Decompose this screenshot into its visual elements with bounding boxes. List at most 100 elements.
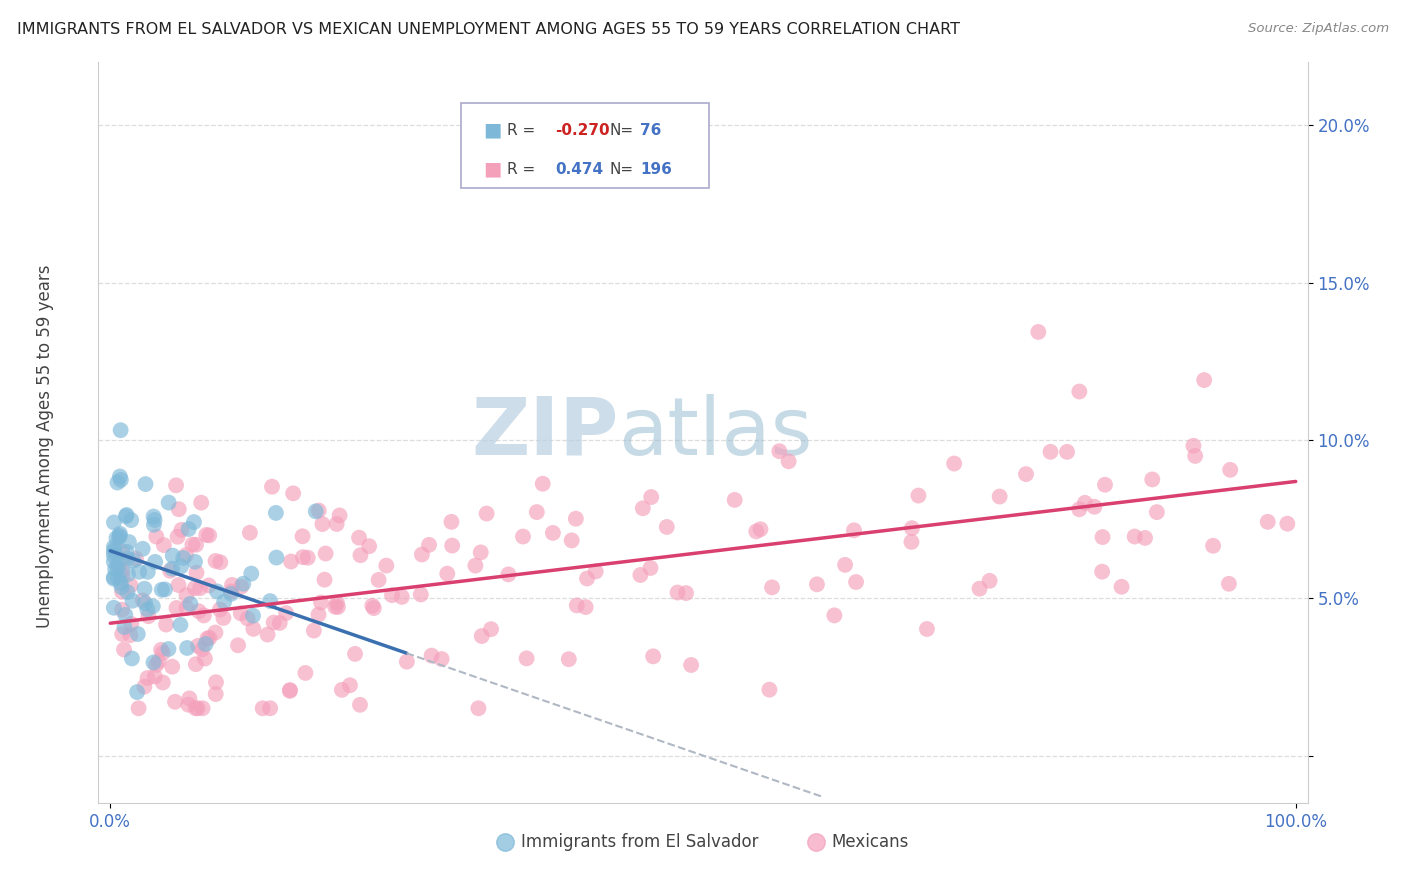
Point: [153, 582, 176, 597]
Point: [107, 556, 129, 570]
Point: [187, 604, 209, 618]
Point: [118, 535, 141, 549]
Point: [219, 587, 242, 601]
Point: [204, 687, 226, 701]
Point: [166, 601, 188, 615]
Point: [176, 588, 198, 602]
Point: [111, 564, 134, 578]
Point: [395, 655, 418, 669]
Point: [575, 600, 598, 615]
Point: [120, 578, 142, 592]
Point: [160, 659, 183, 673]
Text: ZIP: ZIP: [471, 393, 619, 472]
Point: [115, 509, 138, 524]
Point: [105, 531, 128, 545]
Point: [155, 617, 177, 632]
Point: [110, 576, 132, 591]
Point: [1133, 531, 1156, 545]
Point: [969, 582, 991, 596]
Point: [329, 508, 352, 523]
Point: [640, 561, 662, 575]
Point: [278, 683, 301, 698]
Point: [122, 553, 145, 567]
Point: [212, 595, 235, 609]
Point: [311, 516, 333, 531]
Point: [294, 665, 316, 680]
Point: [761, 580, 783, 594]
Point: [347, 531, 370, 545]
Point: [187, 701, 209, 715]
Point: [806, 577, 828, 591]
Point: [1083, 500, 1105, 514]
Point: [1257, 515, 1279, 529]
Point: [219, 584, 242, 599]
Point: [194, 637, 217, 651]
Point: [111, 627, 134, 641]
Point: [150, 582, 173, 597]
Point: [184, 538, 207, 552]
Point: [142, 656, 165, 670]
Point: [349, 548, 371, 562]
Point: [111, 568, 134, 582]
Point: [174, 548, 197, 562]
Point: [111, 553, 134, 567]
Point: [111, 603, 134, 617]
Point: [266, 550, 288, 565]
Point: [436, 566, 458, 581]
Point: [159, 564, 181, 578]
Point: [1069, 384, 1091, 399]
Point: [323, 599, 346, 614]
Point: [134, 596, 156, 610]
Point: [259, 594, 281, 608]
Point: [148, 654, 170, 668]
Point: [162, 549, 184, 563]
Point: [110, 473, 132, 487]
Point: [475, 507, 498, 521]
Point: [204, 625, 226, 640]
Point: [943, 457, 966, 471]
Point: [120, 628, 142, 642]
Point: [512, 530, 534, 544]
Point: [263, 615, 285, 630]
Point: [128, 701, 150, 715]
Point: [209, 555, 232, 569]
FancyBboxPatch shape: [461, 103, 709, 188]
Point: [165, 695, 187, 709]
Point: [315, 547, 337, 561]
Point: [111, 545, 134, 559]
Point: [103, 540, 125, 554]
Point: [107, 571, 129, 585]
Point: [845, 575, 868, 590]
Point: [117, 585, 139, 599]
Point: [308, 607, 330, 622]
Point: [681, 658, 703, 673]
Point: [104, 562, 127, 576]
Point: [361, 599, 384, 613]
Point: [103, 516, 125, 530]
Point: [108, 526, 131, 541]
Point: [441, 539, 464, 553]
Point: [470, 545, 492, 559]
Point: [655, 520, 678, 534]
Point: [170, 523, 193, 537]
Point: [136, 565, 159, 579]
Point: [183, 515, 205, 529]
Point: [177, 698, 200, 712]
Point: [127, 627, 149, 641]
Point: [1026, 325, 1049, 339]
Point: [1277, 516, 1299, 531]
Point: [381, 588, 404, 602]
Point: [565, 511, 588, 525]
Text: -0.270: -0.270: [555, 123, 610, 137]
Point: [205, 584, 228, 599]
Point: [111, 585, 134, 599]
Point: [117, 567, 139, 582]
Point: [1142, 472, 1164, 486]
Point: [157, 642, 180, 657]
Point: [640, 490, 662, 504]
Point: [169, 618, 191, 632]
Point: [1069, 502, 1091, 516]
Point: [576, 572, 599, 586]
Point: [103, 549, 125, 563]
Point: [117, 551, 139, 566]
